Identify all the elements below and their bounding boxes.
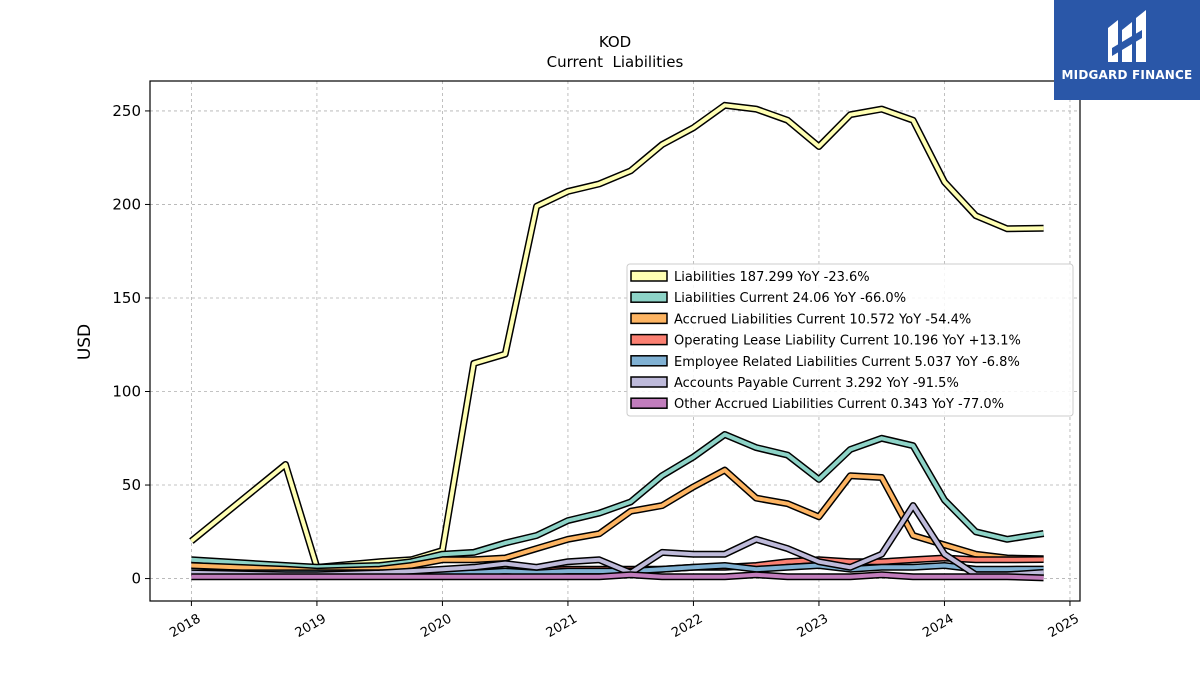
legend-swatch (630, 333, 668, 346)
legend-frame (626, 263, 1074, 417)
legend-entry: Accrued Liabilities Current 10.572 YoY -… (674, 312, 971, 327)
x-tick-label: 2022 (669, 611, 705, 641)
series-line (191, 503, 1044, 577)
legend-swatch (630, 270, 668, 282)
series-line-outline (191, 431, 1045, 571)
legend-entry: Other Accrued Liabilities Current 0.343 … (674, 397, 1004, 412)
x-tick-label: 2023 (795, 611, 831, 641)
series-line (191, 572, 1044, 580)
x-tick-label: 2021 (544, 611, 580, 641)
y-tick-label: 50 (122, 476, 141, 494)
x-tick-label: 2018 (167, 611, 203, 641)
midgard-logo-icon (1108, 10, 1146, 62)
legend-swatch (630, 397, 668, 409)
x-tick-label: 2019 (293, 611, 329, 641)
legend-entry: Employee Related Liabilities Current 5.0… (674, 355, 1020, 370)
brand-logo: MIDGARD FINANCE (1054, 0, 1200, 100)
y-tick-label: 150 (112, 289, 141, 307)
series-line (191, 468, 1044, 574)
y-tick-label: 200 (112, 195, 141, 213)
legend-entry: Liabilities 187.299 YoY -23.6% (674, 270, 870, 285)
legend-entry: Operating Lease Liability Current 10.196… (674, 334, 1021, 349)
legend: Liabilities 187.299 YoY -23.6% Liabilitie… (626, 263, 1074, 417)
legend-swatch (630, 312, 668, 325)
y-axis-label: USD (75, 324, 95, 360)
plot-frame (149, 80, 1081, 602)
legend-entry: Liabilities Current 24.06 YoY -66.0% (674, 291, 906, 306)
chart-subtitle: Current Liabilities (547, 53, 684, 71)
y-tick-label: 250 (112, 102, 141, 120)
legend-swatch (630, 291, 668, 303)
y-tick-label: 0 (131, 570, 141, 588)
x-tick-label: 2020 (418, 611, 454, 641)
legend-swatch (630, 376, 668, 388)
legend-swatch (630, 355, 668, 367)
x-tick-label: 2025 (1046, 611, 1082, 641)
x-tick-label: 2024 (920, 611, 956, 641)
series-lines (189, 101, 1045, 582)
chart-title: KOD (599, 33, 631, 51)
y-tick-label: 100 (112, 383, 141, 401)
series-line (191, 432, 1044, 570)
brand-name: MIDGARD FINANCE (1061, 68, 1193, 82)
legend-entry: Accounts Payable Current 3.292 YoY -91.5… (674, 376, 959, 391)
